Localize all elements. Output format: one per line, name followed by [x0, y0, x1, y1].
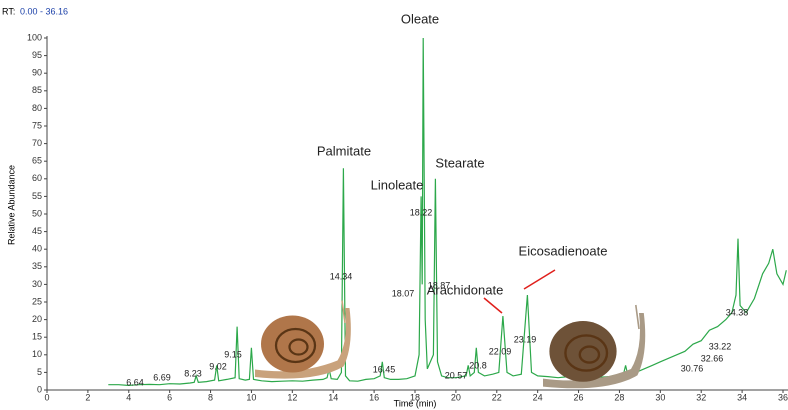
x-tick-label: 10 — [246, 392, 256, 402]
peak-label: 22.09 — [489, 346, 512, 356]
snail-shell-whorl — [274, 327, 317, 364]
x-tick-label: 24 — [533, 392, 543, 402]
y-tick-label: 30 — [32, 279, 42, 289]
peak-label: 30.76 — [681, 363, 704, 373]
peak-label: 9.15 — [224, 349, 242, 359]
x-tick-label: 32 — [696, 392, 706, 402]
peak-label: 6.64 — [126, 377, 144, 387]
compound-label: Palmitate — [317, 143, 371, 158]
snail-antenna — [635, 304, 640, 330]
peak-label: 23.19 — [514, 334, 537, 344]
peak-label: 6.69 — [153, 372, 171, 382]
x-tick-label: 8 — [208, 392, 213, 402]
y-tick-label: 85 — [32, 85, 42, 95]
x-axis-label: Time (min) — [394, 398, 437, 408]
peak-label: 9.02 — [209, 361, 227, 371]
y-tick-label: 20 — [32, 314, 42, 324]
y-tick-label: 15 — [32, 332, 42, 342]
x-tick-label: 12 — [287, 392, 297, 402]
x-tick-label: 28 — [614, 392, 624, 402]
x-tick-label: 2 — [85, 392, 90, 402]
peak-label: 20.8 — [469, 360, 487, 370]
peak-label: 18.07 — [392, 288, 415, 298]
peak-label: 32.66 — [701, 353, 724, 363]
y-tick-label: 50 — [32, 208, 42, 218]
y-tick-label: 95 — [32, 50, 42, 60]
x-tick-label: 18 — [410, 392, 420, 402]
y-tick-label: 60 — [32, 173, 42, 183]
snail-body — [543, 313, 646, 389]
y-tick-label: 90 — [32, 68, 42, 78]
y-tick-label: 10 — [32, 349, 42, 359]
x-tick-label: 36 — [778, 392, 788, 402]
compound-label: Eicosadienoate — [519, 243, 608, 258]
x-tick-label: 22 — [492, 392, 502, 402]
chromatogram-trace — [108, 37, 787, 387]
snail-illustration — [543, 304, 646, 389]
peak-label: 34.38 — [726, 307, 749, 317]
peak-label: 8.23 — [184, 368, 202, 378]
y-tick-label: 100 — [27, 32, 42, 42]
peak-label: 16.45 — [373, 364, 396, 374]
snail-shell-whorl — [578, 345, 601, 364]
peak-label: 18.22 — [410, 207, 433, 217]
x-tick-label: 30 — [655, 392, 665, 402]
y-tick-label: 80 — [32, 103, 42, 113]
compound-label: Arachidonate — [427, 282, 504, 297]
x-tick-label: 4 — [126, 392, 131, 402]
x-tick-label: 14 — [328, 392, 338, 402]
peak-label: 18.87 — [428, 280, 451, 290]
peak-label: 33.22 — [709, 341, 732, 351]
rt-range: 0.00 - 36.16 — [20, 6, 68, 16]
snail-body — [255, 308, 351, 379]
snail-antenna — [341, 300, 346, 324]
snail-shell-whorl — [288, 338, 309, 356]
y-tick-label: 0 — [37, 384, 42, 394]
y-tick-label: 35 — [32, 261, 42, 271]
snail-shell-whorl — [564, 334, 609, 372]
x-tick-label: 16 — [369, 392, 379, 402]
y-axis-label: Relative Abundance — [6, 165, 16, 245]
x-tick-label: 0 — [44, 392, 49, 402]
y-tick-label: 55 — [32, 191, 42, 201]
peak-label: 14.34 — [330, 271, 353, 281]
pointer-line — [523, 269, 556, 290]
y-tick-label: 70 — [32, 138, 42, 148]
x-tick-label: 26 — [574, 392, 584, 402]
snail-illustration — [255, 300, 351, 379]
pointer-line — [483, 297, 503, 314]
x-tick-label: 6 — [167, 392, 172, 402]
peak-label: 20.57 — [445, 370, 468, 380]
y-tick-label: 25 — [32, 296, 42, 306]
rt-prefix: RT: — [2, 6, 15, 16]
compound-label: Stearate — [435, 155, 484, 170]
x-tick-label: 20 — [451, 392, 461, 402]
y-tick-label: 45 — [32, 226, 42, 236]
x-tick-label: 34 — [737, 392, 747, 402]
y-tick-label: 75 — [32, 120, 42, 130]
y-tick-label: 65 — [32, 156, 42, 166]
compound-label: Linoleate — [371, 177, 424, 192]
compound-label: Oleate — [401, 11, 439, 26]
y-tick-label: 5 — [37, 367, 42, 377]
y-tick-label: 40 — [32, 244, 42, 254]
